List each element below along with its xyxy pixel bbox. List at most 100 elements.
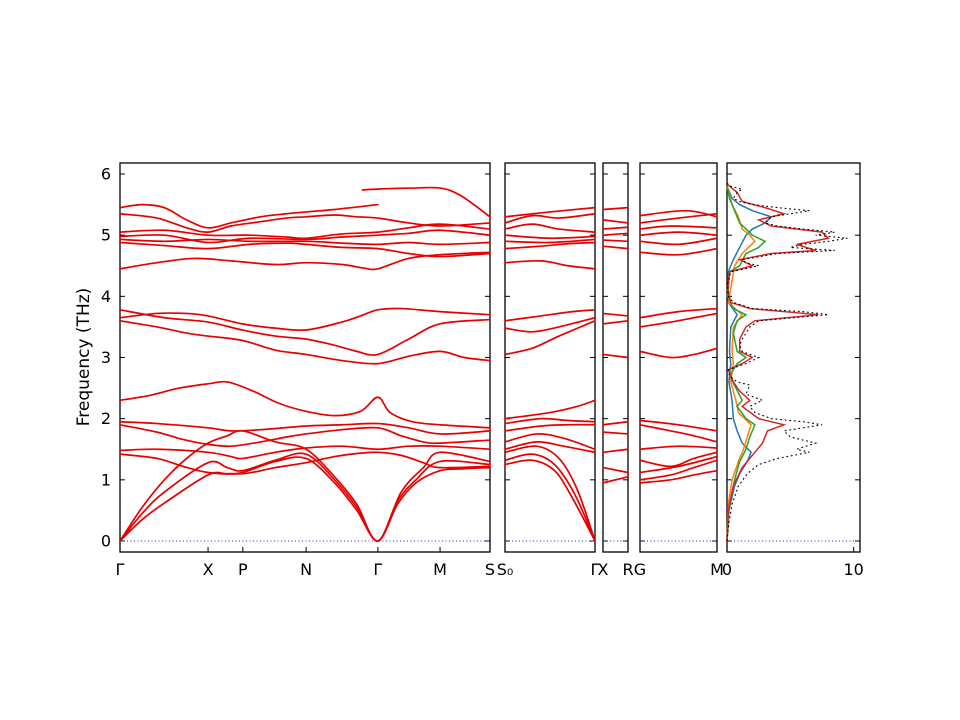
phonon-band (639, 312, 718, 328)
phonon-band (504, 238, 596, 244)
phonon-band (119, 451, 491, 475)
phonon-band (639, 237, 718, 246)
kpoint-label: M (433, 560, 447, 579)
phonon-band (119, 444, 491, 460)
y-tick-label: 6 (101, 165, 111, 184)
band-panel-2: S₀ Γ (497, 162, 600, 579)
phonon-band (504, 319, 596, 356)
phonon-band (602, 319, 629, 325)
phonon-band (602, 448, 629, 454)
kpoint-label: X (598, 560, 609, 579)
phonon-band (504, 259, 596, 270)
kpoint-label: P (238, 560, 248, 579)
phonon-band (602, 232, 629, 237)
phonon-band (119, 238, 491, 246)
phonon-band (119, 251, 491, 271)
phonon-band (639, 225, 718, 230)
phonon-band (504, 459, 596, 542)
phonon-band (504, 316, 596, 333)
phonon-band (119, 203, 379, 229)
phonon-band (602, 420, 629, 426)
phonon-band (119, 319, 491, 365)
phonon-band (504, 223, 596, 233)
y-tick-label: 5 (101, 226, 111, 245)
total-dos-curve (726, 182, 848, 542)
phonon-band (602, 312, 629, 317)
phonon-band (504, 441, 596, 454)
pdos-green-curve (726, 186, 767, 542)
phonon-band (639, 459, 718, 481)
phonon-band (504, 308, 596, 322)
y-tick-label: 0 (101, 531, 111, 550)
band-panel-1: 0 1 2 3 4 5 6 Γ X P N Γ M S (101, 162, 495, 579)
kpoint-label: X (203, 560, 214, 579)
y-axis-label: Frequency (THz) (74, 287, 94, 427)
y-tick-label: 3 (101, 348, 111, 367)
dos-tick-label: 0 (722, 560, 732, 579)
panel-frame (504, 162, 596, 553)
phonon-band (639, 455, 718, 474)
kpoint-label: Γ (373, 560, 382, 579)
phonon-band (639, 247, 718, 256)
dos-tick-label: 10 (843, 560, 863, 579)
phonon-band (504, 241, 596, 250)
kpoint-label: Γ (116, 560, 125, 579)
kpoint-label: G (634, 560, 646, 579)
phonon-band (119, 307, 491, 332)
phonon-band (504, 453, 596, 542)
phonon-band (602, 226, 629, 230)
phonon-band (119, 241, 491, 258)
phonon-band (504, 417, 596, 425)
y-tick-label: 4 (101, 287, 111, 306)
phonon-band (602, 466, 629, 474)
phonon-band (639, 347, 718, 359)
phonon-band (639, 423, 718, 443)
phonon-band (119, 423, 491, 448)
pdos-red-curve (726, 182, 830, 542)
phonon-band (602, 245, 629, 250)
kpoint-label: Γ (591, 560, 600, 579)
y-tick-label: 2 (101, 409, 111, 428)
phonon-band (602, 431, 629, 435)
phonon-band (119, 452, 491, 542)
kpoint-label: N (300, 560, 312, 579)
phonon-band (602, 475, 629, 484)
phonon-band (119, 212, 491, 233)
phonon-band (504, 423, 596, 432)
pdos-blue-curve (726, 185, 773, 542)
phonon-band (119, 456, 491, 542)
phonon-band (602, 239, 629, 243)
phonon-band (119, 420, 491, 435)
phonon-band (602, 219, 629, 224)
phonon-band (504, 445, 596, 542)
phonon-band (639, 307, 718, 319)
y-tick-label: 1 (101, 470, 111, 489)
pdos-orange-curve (726, 186, 756, 542)
kpoint-label: M (710, 560, 724, 579)
phonon-band (504, 206, 596, 218)
phonon-band (119, 223, 491, 240)
phonon-band (639, 419, 718, 432)
phonon-band (639, 445, 718, 451)
panel-frame (119, 162, 491, 553)
phonon-band (639, 231, 718, 237)
phonon-band (602, 353, 629, 359)
kpoint-label: S (485, 560, 495, 579)
phonon-band (504, 433, 596, 451)
phonon-band (639, 209, 718, 218)
phonon-band (504, 234, 596, 240)
phonon-band (639, 451, 718, 468)
phonon-band (119, 380, 491, 429)
dos-panel: 0 10 (722, 162, 864, 579)
phonon-band (361, 186, 491, 218)
phonon-band (119, 229, 491, 244)
phonon-band (119, 429, 491, 542)
phonon-band (119, 308, 491, 356)
phonon-band (504, 212, 596, 224)
phonon-band (639, 469, 718, 484)
phonon-band (639, 212, 718, 224)
